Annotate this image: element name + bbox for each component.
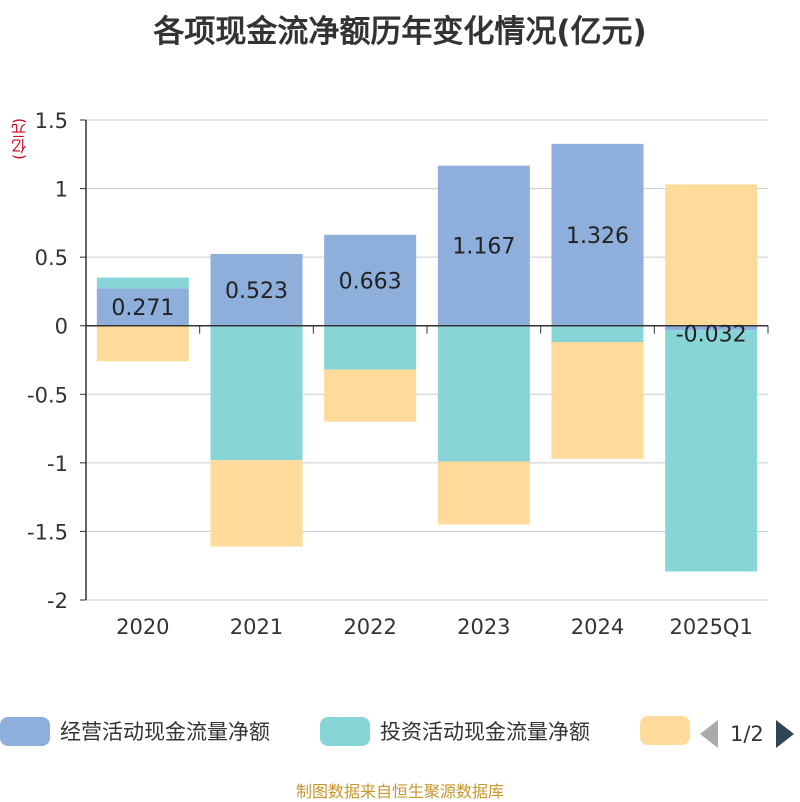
chart-title: 各项现金流净额历年变化情况(亿元) (153, 14, 647, 50)
legend-swatch-financing (640, 716, 690, 745)
bar-series2-2023[interactable] (437, 325, 530, 462)
legend-item-investing[interactable]: 投资活动现金流量净额 (320, 716, 590, 746)
x-tick-label: 2021 (230, 615, 283, 639)
x-tick-label: 2023 (457, 615, 510, 639)
bar-series3-2021[interactable] (210, 460, 303, 547)
bar-series1-2023[interactable] (437, 165, 530, 326)
legend-item-operating[interactable]: 经营活动现金流量净额 (0, 716, 270, 746)
legend-prev-arrow-icon[interactable] (700, 720, 718, 748)
data-source-note: 制图数据来自恒生聚源数据库 (295, 782, 504, 801)
bar-series2-2021[interactable] (210, 325, 303, 461)
bar-series1-2020[interactable] (96, 288, 189, 326)
y-tick-label: 0 (55, 315, 68, 339)
legend-item-financing[interactable] (640, 716, 690, 745)
bar-series2-2025Q1[interactable] (665, 330, 758, 572)
legend-swatch-investing (320, 716, 370, 746)
chart-area: 1.5 1 0.5 0 -0.5 -1 -1.5 -2 2020 2021 2022 2023 2024… (27, 109, 769, 639)
legend-label-investing: 投资活动现金流量净额 (380, 720, 590, 744)
y-tick-label: 0.5 (35, 246, 68, 270)
data-label: 1.326 (566, 224, 629, 249)
y-tick-label: -1 (47, 452, 68, 476)
bar-series1-2024[interactable] (551, 143, 644, 326)
bar-series3-2024[interactable] (551, 342, 644, 459)
legend-pager: 1/2 (700, 720, 794, 748)
bar-series3-2022[interactable] (324, 369, 417, 422)
data-label: 0.523 (225, 279, 288, 304)
x-tick-label: 2024 (571, 615, 624, 639)
y-tick-label: -2 (47, 589, 68, 613)
bar-series1-2025Q1[interactable] (665, 325, 758, 331)
legend-swatch-operating (0, 716, 50, 746)
bar-series1-2021[interactable] (210, 253, 303, 326)
data-label: 0.271 (111, 296, 174, 321)
bar-series3-2025Q1[interactable] (665, 184, 758, 326)
bar-series3-2020[interactable] (96, 325, 189, 362)
legend: 经营活动现金流量净额 投资活动现金流量净额 1/2 (0, 716, 800, 752)
x-tick-label: 2020 (116, 615, 169, 639)
x-tick-label: 2025Q1 (669, 615, 752, 639)
data-label: 0.663 (339, 269, 402, 294)
y-tick-label: 1.5 (35, 109, 68, 133)
y-tick-label: -0.5 (27, 383, 68, 407)
bar-series2-2020[interactable] (96, 277, 189, 289)
legend-page-indicator: 1/2 (730, 722, 764, 746)
y-tick-label: 1 (55, 178, 68, 202)
bar-series1-2022[interactable] (324, 234, 417, 326)
y-tick-label: -1.5 (27, 520, 68, 544)
bar-series2-2024[interactable] (551, 325, 644, 343)
data-label: 1.167 (452, 235, 515, 260)
bar-series3-2023[interactable] (437, 461, 530, 525)
x-tick-label: 2022 (343, 615, 396, 639)
bar-series2-2022[interactable] (324, 325, 417, 370)
legend-label-operating: 经营活动现金流量净额 (60, 720, 270, 744)
legend-next-arrow-icon[interactable] (775, 720, 794, 748)
data-label: -0.032 (676, 323, 747, 348)
